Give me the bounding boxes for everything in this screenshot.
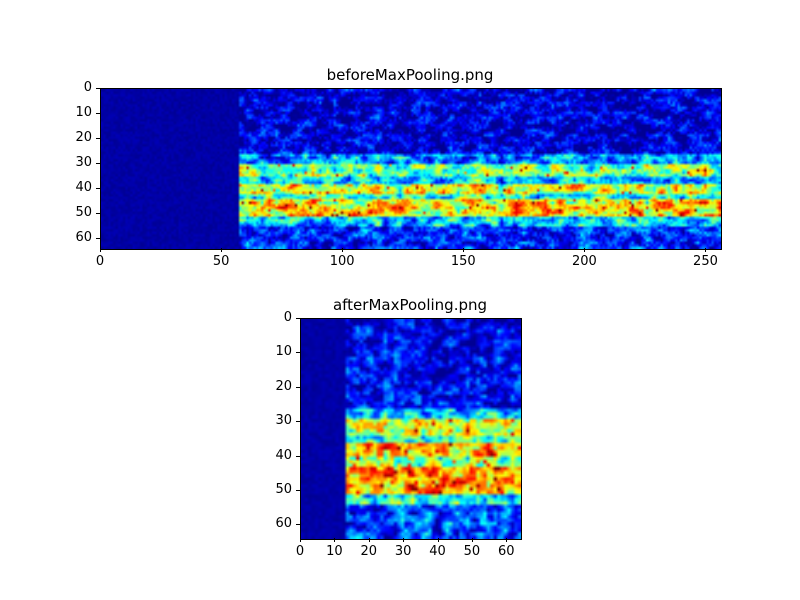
y-tick-mark [296, 421, 300, 422]
x-tick-mark [369, 538, 370, 542]
y-tick-label: 40 [275, 447, 292, 463]
x-tick-mark [584, 248, 585, 252]
x-tick-label: 10 [326, 544, 343, 559]
y-tick-mark [96, 138, 100, 139]
y-tick-mark [96, 113, 100, 114]
x-tick-label: 40 [429, 544, 446, 559]
x-tick-mark [403, 538, 404, 542]
axes-frame-before [100, 88, 722, 250]
x-tick-label: 200 [571, 254, 597, 269]
y-tick-mark [96, 163, 100, 164]
y-tick-mark [296, 387, 300, 388]
y-tick-label: 50 [275, 481, 292, 497]
y-tick-label: 0 [283, 310, 292, 325]
y-tick-label: 0 [83, 80, 92, 95]
y-tick-mark [296, 490, 300, 491]
x-tick-label: 30 [394, 544, 412, 559]
x-tick-mark [472, 538, 473, 542]
x-tick-label: 150 [450, 254, 476, 269]
y-tick-mark [296, 318, 300, 319]
y-tick-label: 20 [275, 378, 292, 394]
y-tick-label: 60 [275, 516, 292, 532]
x-tick-label: 50 [212, 254, 230, 269]
y-tick-label: 40 [75, 180, 92, 195]
x-tick-mark [100, 248, 101, 252]
y-tick-label: 20 [75, 130, 92, 145]
x-tick-label: 60 [497, 544, 515, 559]
heatmap-image-before [101, 89, 721, 249]
y-tick-mark [96, 238, 100, 239]
axes-frame-after [300, 318, 522, 540]
x-tick-label: 20 [360, 544, 378, 559]
x-tick-mark [438, 538, 439, 542]
x-tick-mark [705, 248, 706, 252]
heatmap-image-after [301, 319, 521, 539]
x-tick-mark [334, 538, 335, 542]
x-tick-label: 0 [295, 544, 305, 559]
y-tick-mark [96, 213, 100, 214]
y-tick-label: 10 [75, 105, 92, 120]
x-tick-mark [342, 248, 343, 252]
y-tick-mark [96, 88, 100, 89]
y-tick-label: 30 [75, 155, 92, 170]
y-tick-mark [296, 524, 300, 525]
y-tick-mark [96, 188, 100, 189]
y-tick-mark [296, 352, 300, 353]
x-tick-label: 250 [693, 254, 718, 269]
x-tick-label: 50 [463, 544, 481, 559]
x-tick-mark [221, 248, 222, 252]
x-tick-label: 0 [95, 254, 105, 269]
x-tick-mark [300, 538, 301, 542]
plot-title-before: beforeMaxPooling.png [326, 66, 494, 84]
y-tick-label: 60 [75, 230, 92, 245]
plot-title-after: afterMaxPooling.png [332, 296, 488, 314]
y-tick-label: 30 [275, 413, 292, 429]
x-tick-mark [463, 248, 464, 252]
y-tick-mark [296, 456, 300, 457]
x-tick-label: 100 [329, 254, 355, 269]
y-tick-label: 50 [75, 205, 92, 220]
y-tick-label: 10 [275, 344, 292, 360]
x-tick-mark [506, 538, 507, 542]
